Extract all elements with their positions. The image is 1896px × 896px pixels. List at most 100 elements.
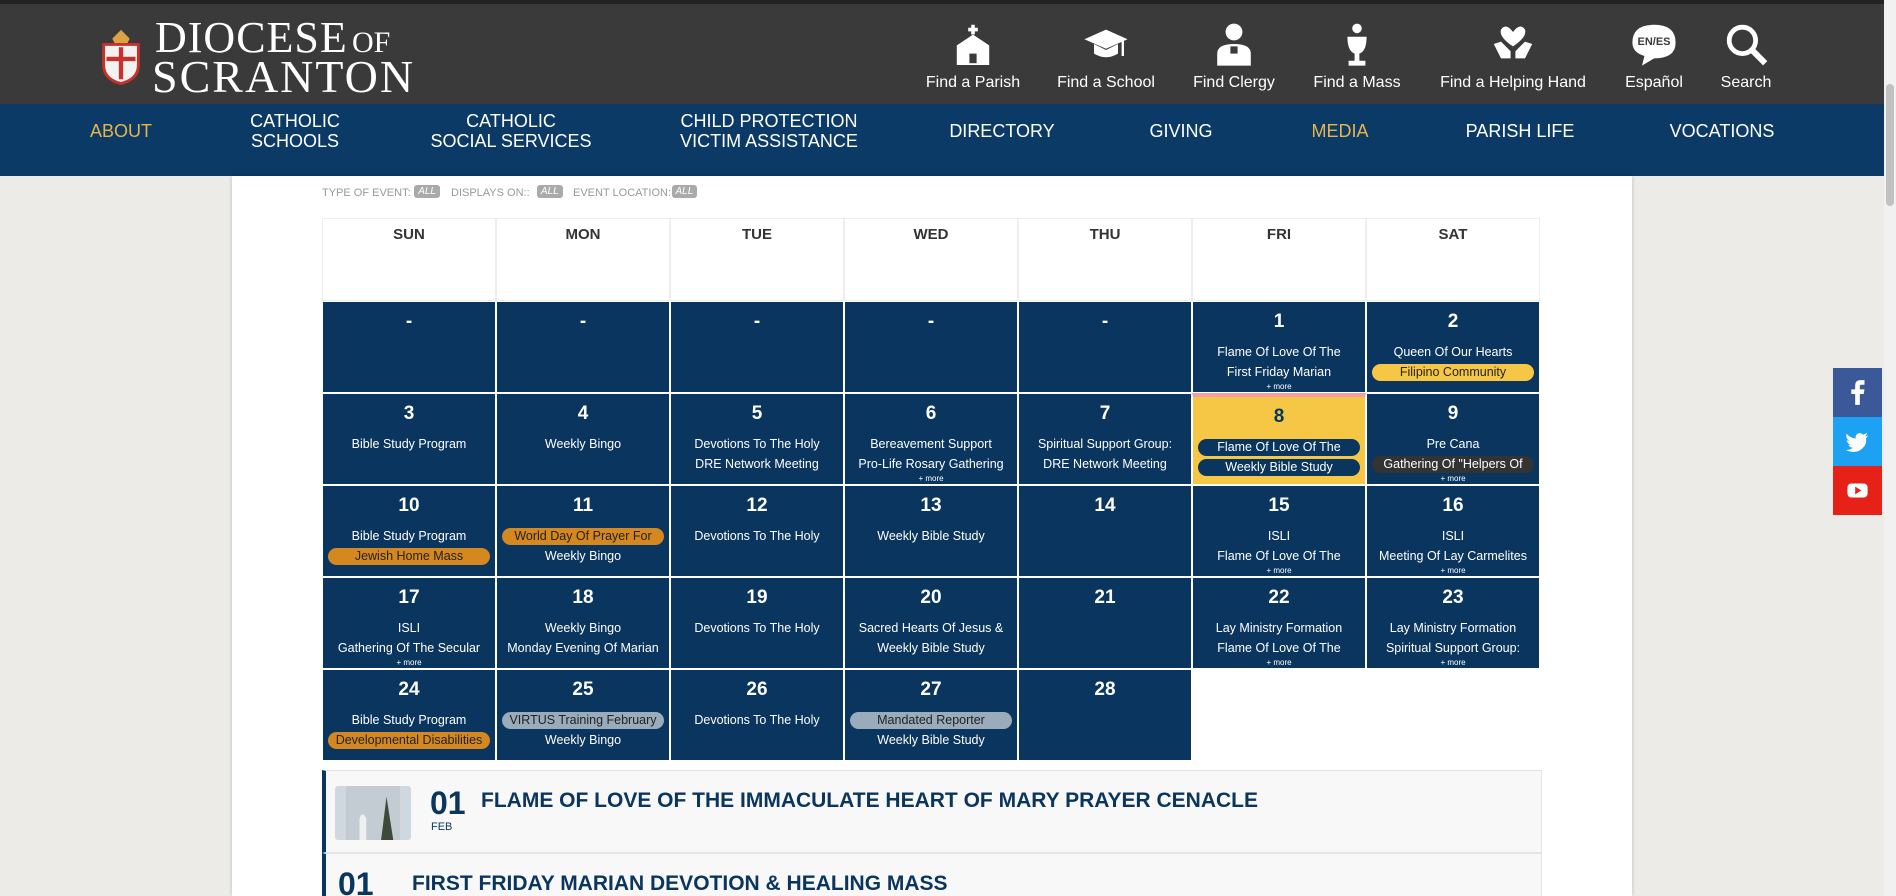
nav-item[interactable]: CATHOLIC <box>250 111 340 131</box>
day-cell[interactable]: 2 Queen Of Our Hearts Filipino Community <box>1366 301 1540 393</box>
day-cell[interactable]: 20 Sacred Hearts Of Jesus & Weekly Bible S… <box>844 577 1018 669</box>
quick-link[interactable]: Find Clergy <box>1193 74 1275 91</box>
more-link[interactable]: + more <box>1266 566 1292 575</box>
nav-icon[interactable] <box>1333 20 1381 68</box>
nav-item[interactable]: MEDIA <box>1311 121 1369 141</box>
day-cell[interactable]: 4 Weekly Bingo <box>496 393 670 485</box>
day-cell[interactable]: - <box>1018 301 1192 393</box>
event-title[interactable]: Devotions To The Holy <box>694 713 820 727</box>
social-button[interactable] <box>1833 417 1882 466</box>
nav-item[interactable]: VICTIM ASSISTANCE <box>680 131 858 151</box>
filter-badge[interactable]: ALL <box>671 185 698 198</box>
event-pill[interactable] <box>328 732 490 749</box>
day-cell[interactable]: 16 ISLI Meeting Of Lay Carmelites + more <box>1366 485 1540 577</box>
event-item[interactable]: 01 FEB FLAME OF LOVE OF THE IMMACULATE HEA… <box>322 770 1542 853</box>
event-title[interactable]: First Friday Marian <box>1226 365 1332 379</box>
nav-item[interactable]: SOCIAL SERVICES <box>430 131 592 151</box>
event-title[interactable]: Flame Of Love Of The <box>1217 641 1341 655</box>
quick-link[interactable]: Find a Helping Hand <box>1440 74 1586 91</box>
day-cell[interactable]: 25 VIRTUS Training February Weekly Bingo <box>496 669 670 761</box>
day-cell[interactable]: 24 Bible Study Program Developmental Disab… <box>322 669 496 761</box>
event-pill[interactable] <box>1198 459 1360 476</box>
nav-icon[interactable] <box>1722 20 1770 68</box>
day-cell[interactable]: 21 <box>1018 577 1192 669</box>
event-title[interactable]: Sacred Hearts Of Jesus & <box>858 621 1004 635</box>
day-cell[interactable]: 1 Flame Of Love Of The First Friday Marian… <box>1192 301 1366 393</box>
day-cell[interactable]: 3 Bible Study Program <box>322 393 496 485</box>
day-cell[interactable]: 19 Devotions To The Holy <box>670 577 844 669</box>
event-title[interactable]: Bible Study Program <box>351 529 467 543</box>
event-title[interactable]: World Day Of Prayer For <box>514 529 652 543</box>
day-cell[interactable]: 8 Flame Of Love Of The Weekly Bible Study <box>1192 393 1366 485</box>
event-pill[interactable] <box>328 548 490 565</box>
event-title[interactable]: Queen Of Our Hearts <box>1393 345 1513 359</box>
event-title[interactable]: Devotions To The Holy <box>694 529 820 543</box>
event-pill[interactable] <box>502 528 664 545</box>
day-cell[interactable]: 5 Devotions To The Holy DRE Network Meetin… <box>670 393 844 485</box>
event-title[interactable]: Weekly Bible Study <box>877 733 985 747</box>
event-title[interactable]: DRE Network Meeting <box>695 457 819 471</box>
event-title[interactable]: Weekly Bible Study <box>1225 460 1333 474</box>
event-title[interactable]: Gathering Of The Secular <box>337 641 481 655</box>
day-cell[interactable]: 6 Bereavement Support Pro-Life Rosary Gath… <box>844 393 1018 485</box>
quick-link[interactable]: Search <box>1720 74 1772 91</box>
nav-icon[interactable] <box>949 20 997 68</box>
more-link[interactable]: + more <box>1266 658 1292 667</box>
nav-item[interactable]: ABOUT <box>89 121 152 141</box>
event-title[interactable]: Jewish Home Mass <box>354 549 464 563</box>
day-cell[interactable]: 18 Weekly Bingo Monday Evening Of Marian <box>496 577 670 669</box>
event-title[interactable]: Gathering Of "Helpers Of <box>1383 457 1523 471</box>
event-title[interactable]: Lay Ministry Formation <box>1215 621 1343 635</box>
quick-link[interactable]: Find a Parish <box>925 74 1021 91</box>
nav-item[interactable]: GIVING <box>1149 121 1213 141</box>
event-pill[interactable] <box>1372 364 1534 381</box>
day-cell[interactable]: - <box>322 301 496 393</box>
day-cell[interactable]: - <box>496 301 670 393</box>
day-cell[interactable]: 13 Weekly Bible Study <box>844 485 1018 577</box>
event-title[interactable]: Flame Of Love Of The <box>1217 440 1341 454</box>
more-link[interactable]: + more <box>1440 658 1466 667</box>
more-link[interactable]: + more <box>396 658 422 667</box>
event-title[interactable]: Bible Study Program <box>351 437 467 451</box>
event-heading[interactable]: FLAME OF LOVE OF THE IMMACULATE HEART OF… <box>481 789 1259 812</box>
more-link[interactable]: + more <box>918 474 944 483</box>
day-cell[interactable]: 26 Devotions To The Holy <box>670 669 844 761</box>
filter-badge[interactable]: ALL <box>536 185 563 198</box>
nav-item[interactable]: CHILD PROTECTION <box>680 111 858 131</box>
day-cell[interactable]: 15 ISLI Flame Of Love Of The + more <box>1192 485 1366 577</box>
event-heading[interactable]: FIRST FRIDAY MARIAN DEVOTION & HEALING M… <box>412 872 948 895</box>
day-cell[interactable]: 28 <box>1018 669 1192 761</box>
event-title[interactable]: Flame Of Love Of The <box>1217 549 1341 563</box>
event-pill[interactable] <box>850 712 1012 729</box>
event-title[interactable]: Meeting Of Lay Carmelites <box>1379 549 1527 563</box>
event-title[interactable]: DRE Network Meeting <box>1043 457 1167 471</box>
nav-item[interactable]: PARISH LIFE <box>1465 121 1575 141</box>
event-title[interactable]: Devotions To The Holy <box>694 621 820 635</box>
event-title[interactable]: Spiritual Support Group: <box>1037 437 1173 451</box>
event-pill[interactable] <box>1372 456 1534 473</box>
more-link[interactable]: + more <box>1440 474 1466 483</box>
nav-icon[interactable] <box>1489 20 1537 68</box>
event-title[interactable]: Lay Ministry Formation <box>1389 621 1517 635</box>
day-cell[interactable]: 14 <box>1018 485 1192 577</box>
event-title[interactable]: ISLI <box>1441 529 1465 543</box>
event-title[interactable]: Pre Cana <box>1426 437 1480 451</box>
nav-item[interactable]: VOCATIONS <box>1669 121 1775 141</box>
scrollbar-thumb[interactable] <box>1886 84 1894 206</box>
event-title[interactable]: Weekly Bingo <box>544 437 622 451</box>
day-cell[interactable]: - <box>670 301 844 393</box>
day-cell[interactable]: - <box>844 301 1018 393</box>
day-cell[interactable]: 12 Devotions To The Holy <box>670 485 844 577</box>
event-title[interactable]: Devotions To The Holy <box>694 437 820 451</box>
event-title[interactable]: Developmental Disabilities <box>335 733 483 747</box>
day-cell[interactable]: 10 Bible Study Program Jewish Home Mass <box>322 485 496 577</box>
event-title[interactable]: Weekly Bingo <box>544 549 622 563</box>
event-pill[interactable] <box>1198 439 1360 456</box>
day-cell[interactable]: 17 ISLI Gathering Of The Secular + more <box>322 577 496 669</box>
day-cell[interactable]: 27 Mandated Reporter Weekly Bible Study <box>844 669 1018 761</box>
nav-icon[interactable] <box>1082 20 1130 68</box>
nav-item[interactable]: DIRECTORY <box>949 121 1055 141</box>
filter-badge[interactable]: ALL <box>414 185 440 198</box>
day-cell[interactable]: 22 Lay Ministry Formation Flame Of Love Of… <box>1192 577 1366 669</box>
day-cell[interactable]: 9 Pre Cana Gathering Of "Helpers Of + more <box>1366 393 1540 485</box>
